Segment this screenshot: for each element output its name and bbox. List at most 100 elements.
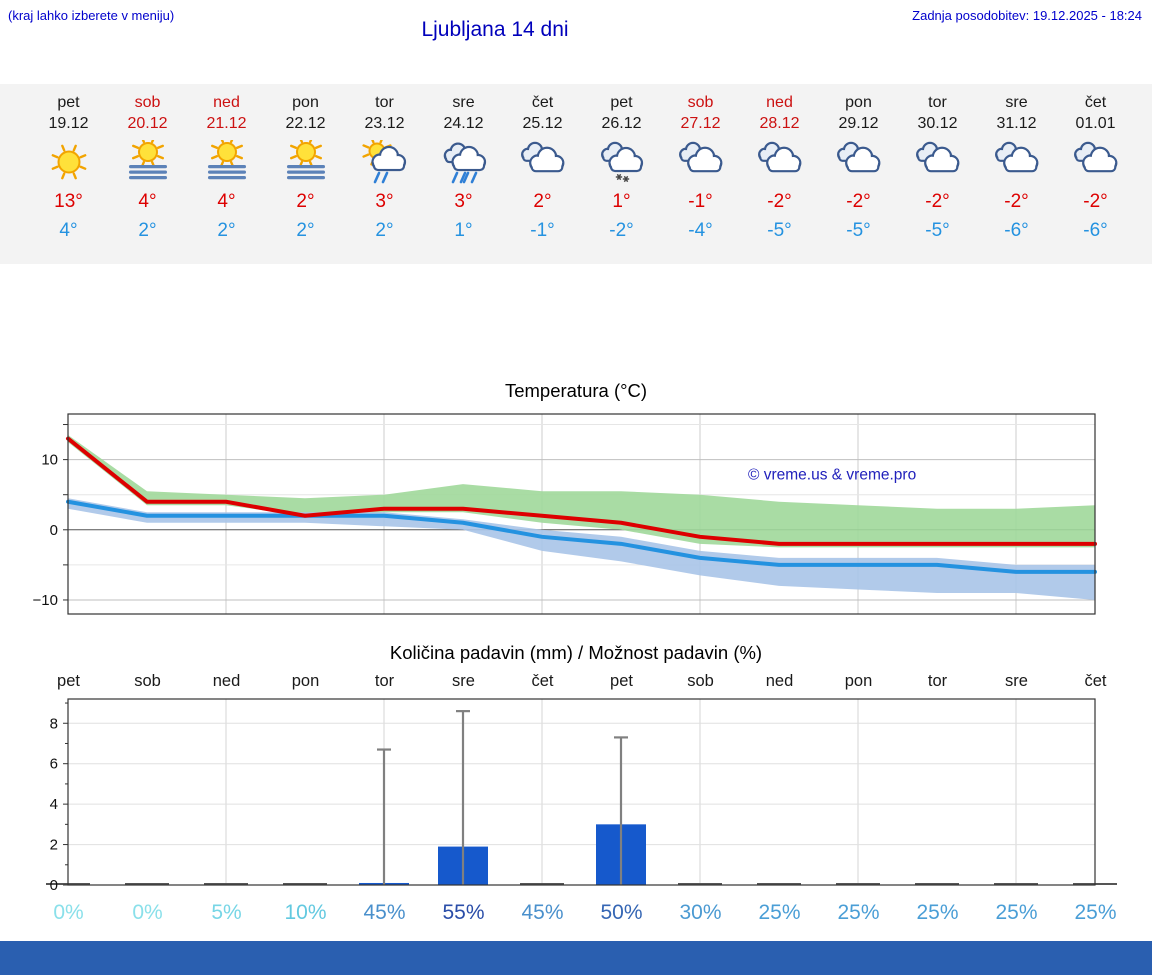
- tmax-label: 2°: [296, 191, 315, 212]
- forecast-day: tor 23.12 3° 2°: [345, 94, 424, 264]
- day-date: 27.12: [680, 115, 721, 132]
- precip-day-label: pet: [610, 672, 633, 690]
- page-header: (kraj lahko izberete v meniju) Ljubljana…: [0, 0, 1152, 84]
- day-name: pet: [610, 94, 633, 111]
- tmin-label: -4°: [688, 220, 713, 241]
- tmin-label: 1°: [454, 220, 473, 241]
- tmin-label: -5°: [767, 220, 792, 241]
- precip-probability: 25%: [916, 901, 959, 924]
- precip-day-label: čet: [1084, 672, 1107, 690]
- forecast-day: pet 19.12 13° 4°: [29, 94, 108, 264]
- precip-probability: 25%: [758, 901, 801, 924]
- precip-day-row: pet sob ned pon tor sre čet pet sob ned pon tor sre č…: [0, 672, 1152, 691]
- day-name: ned: [213, 94, 240, 111]
- day-name: ned: [766, 94, 793, 111]
- tmax-label: 2°: [533, 191, 552, 212]
- forecast-day: sre 31.12 -2° -6°: [977, 94, 1056, 264]
- tmax-label: 1°: [612, 191, 631, 212]
- tmax-label: -2°: [767, 191, 792, 212]
- svg-text:2: 2: [50, 837, 58, 854]
- forecast-day: tor 30.12 -2° -5°: [898, 94, 977, 264]
- forecast-strip: pet 19.12 13° 4° sob 20.12 4° 2° ned 21.…: [0, 84, 1152, 264]
- sun-fog-icon: [187, 138, 266, 188]
- precip-probability: 30%: [679, 901, 722, 924]
- tmin-label: -1°: [530, 220, 555, 241]
- precip-probability: 25%: [995, 901, 1038, 924]
- precipitation-chart-title: Količina padavin (mm) / Možnost padavin …: [389, 642, 763, 663]
- day-date: 21.12: [206, 115, 247, 132]
- tmin-label: -6°: [1004, 220, 1029, 241]
- tmin-label: -5°: [925, 220, 950, 241]
- cloudy-icon: [1056, 138, 1135, 188]
- precip-day-label: ned: [212, 672, 241, 690]
- tmax-label: 3°: [375, 191, 394, 212]
- day-date: 25.12: [522, 115, 563, 132]
- tmin-label: 2°: [138, 220, 157, 241]
- svg-text:4: 4: [50, 796, 58, 813]
- precip-probability: 0%: [132, 901, 163, 924]
- precip-day-label: sre: [452, 672, 475, 690]
- tmax-label: -2°: [925, 191, 950, 212]
- cloudy-icon: [661, 138, 740, 188]
- day-name: tor: [375, 94, 394, 111]
- day-date: 24.12: [443, 115, 484, 132]
- day-name: sre: [1005, 94, 1028, 111]
- precip-day-label: ned: [765, 672, 794, 690]
- svg-text:−10: −10: [33, 592, 58, 609]
- cloudy-icon: [740, 138, 819, 188]
- tmin-label: 2°: [296, 220, 315, 241]
- precip-probability: 10%: [284, 901, 327, 924]
- day-name: sob: [134, 94, 161, 111]
- svg-text:0: 0: [50, 877, 58, 893]
- temperature-chart-title: Temperatura (°C): [504, 380, 648, 401]
- precipitation-chart-section: Količina padavin (mm) / Možnost padavin …: [0, 642, 1152, 925]
- day-date: 20.12: [127, 115, 168, 132]
- forecast-day: ned 21.12 4° 2°: [187, 94, 266, 264]
- rain-icon: [424, 138, 503, 188]
- precip-probability: 50%: [600, 901, 643, 924]
- day-name: tor: [928, 94, 947, 111]
- precip-probability: 5%: [211, 901, 242, 924]
- watermark-link[interactable]: © vreme.us & vreme.pro: [748, 466, 916, 483]
- precip-probability: 45%: [363, 901, 406, 924]
- day-name: čet: [1084, 94, 1107, 111]
- day-date: 19.12: [48, 115, 89, 132]
- day-name: pon: [292, 94, 319, 111]
- tmax-label: 4°: [217, 191, 236, 212]
- footer-bar: [0, 941, 1152, 975]
- forecast-day: sob 27.12 -1° -4°: [661, 94, 740, 264]
- sun-icon: [29, 138, 108, 188]
- temperature-chart: 10 0 −10 © vreme.us & vreme.pro: [33, 413, 1097, 615]
- forecast-day: sob 20.12 4° 2°: [108, 94, 187, 264]
- tmax-label: -2°: [1004, 191, 1029, 212]
- precip-day-label: pon: [291, 672, 320, 690]
- tmax-label: -2°: [846, 191, 871, 212]
- precip-day-label: tor: [927, 672, 948, 690]
- day-name: čet: [531, 94, 554, 111]
- day-date: 31.12: [996, 115, 1037, 132]
- menu-hint: (kraj lahko izberete v meniju): [8, 8, 175, 23]
- precip-day-label: tor: [374, 672, 395, 690]
- tmin-label: 2°: [375, 220, 394, 241]
- day-date: 29.12: [838, 115, 879, 132]
- day-date: 22.12: [285, 115, 326, 132]
- tmin-label: -6°: [1083, 220, 1108, 241]
- svg-text:8: 8: [50, 715, 58, 732]
- tmin-label: -2°: [609, 220, 634, 241]
- day-date: 28.12: [759, 115, 800, 132]
- sun-fog-icon: [108, 138, 187, 188]
- svg-text:0: 0: [50, 522, 58, 539]
- precip-day-label: pet: [57, 672, 80, 690]
- precip-probability: 55%: [442, 901, 485, 924]
- day-name: pet: [57, 94, 80, 111]
- svg-text:10: 10: [41, 452, 58, 469]
- day-name: sre: [452, 94, 475, 111]
- temperature-chart-section: Temperatura (°C) 10 0 −10 © vreme.us & vrem…: [0, 380, 1152, 620]
- cloudy-icon: [819, 138, 898, 188]
- precip-probability: 25%: [837, 901, 880, 924]
- tmax-label: 4°: [138, 191, 157, 212]
- last-update: Zadnja posodobitev: 19.12.2025 - 18:24: [912, 8, 1142, 23]
- precip-probability-row: 0% 0% 5% 10% 45% 55% 45% 50% 30% 25% 25% 25% 25% 25%: [0, 901, 1152, 925]
- forecast-day: ned 28.12 -2° -5°: [740, 94, 819, 264]
- precip-probability: 0%: [53, 901, 84, 924]
